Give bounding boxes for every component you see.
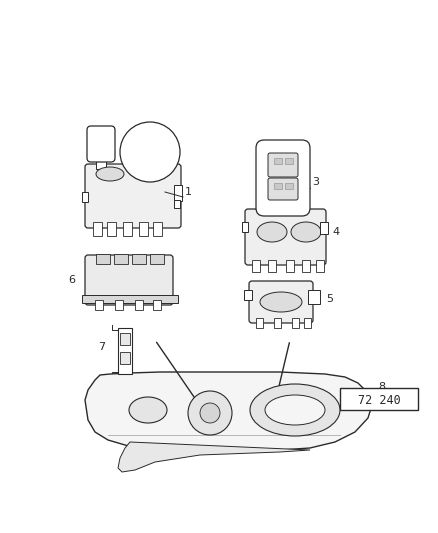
Ellipse shape	[134, 165, 166, 179]
Ellipse shape	[96, 167, 124, 181]
Bar	[252, 260, 260, 272]
Text: 4: 4	[332, 227, 339, 237]
Text: 72 240: 72 240	[357, 393, 400, 407]
Bar	[145, 182, 155, 192]
FancyBboxPatch shape	[249, 281, 313, 323]
Circle shape	[120, 122, 180, 182]
PathPatch shape	[118, 442, 310, 472]
Bar	[107, 222, 116, 236]
Ellipse shape	[257, 222, 287, 242]
Ellipse shape	[265, 395, 325, 425]
Ellipse shape	[291, 222, 321, 242]
Bar	[242, 222, 248, 232]
Bar	[256, 318, 263, 328]
FancyBboxPatch shape	[245, 209, 326, 265]
Bar	[285, 158, 293, 164]
Bar	[139, 222, 148, 236]
FancyBboxPatch shape	[268, 178, 298, 200]
Text: 3: 3	[312, 177, 319, 187]
Bar	[244, 290, 252, 300]
Bar	[114, 254, 128, 264]
Bar	[302, 260, 310, 272]
Bar	[82, 192, 88, 202]
Bar	[268, 260, 276, 272]
Ellipse shape	[260, 292, 302, 312]
Bar	[274, 318, 281, 328]
Bar	[274, 183, 282, 189]
Bar	[120, 352, 130, 364]
Bar	[286, 260, 294, 272]
Text: 8: 8	[378, 382, 385, 392]
Circle shape	[188, 391, 232, 435]
Bar	[153, 222, 162, 236]
Bar	[135, 300, 143, 310]
Bar	[120, 333, 130, 345]
Bar	[320, 222, 328, 234]
Bar	[118, 328, 132, 374]
Text: 6: 6	[68, 275, 75, 285]
Bar	[153, 300, 161, 310]
FancyBboxPatch shape	[268, 153, 298, 177]
Text: 5: 5	[326, 294, 333, 304]
Bar	[96, 254, 110, 264]
Bar	[115, 300, 123, 310]
Ellipse shape	[129, 397, 167, 423]
Bar	[316, 260, 324, 272]
Bar	[285, 183, 293, 189]
Text: 1: 1	[185, 187, 192, 197]
Ellipse shape	[250, 384, 340, 436]
Bar	[308, 290, 320, 304]
FancyBboxPatch shape	[256, 140, 310, 216]
Bar	[96, 143, 106, 169]
Bar	[95, 300, 103, 310]
Circle shape	[200, 403, 220, 423]
Bar	[132, 254, 146, 264]
Bar	[174, 185, 182, 201]
FancyBboxPatch shape	[85, 255, 173, 305]
Bar	[174, 200, 180, 208]
Bar	[340, 388, 418, 410]
Bar	[150, 254, 164, 264]
PathPatch shape	[85, 372, 372, 450]
FancyBboxPatch shape	[87, 126, 115, 162]
Text: 7: 7	[98, 342, 105, 352]
Bar	[123, 222, 132, 236]
Bar	[292, 318, 299, 328]
Bar	[274, 158, 282, 164]
Bar	[93, 222, 102, 236]
Bar	[304, 318, 311, 328]
Bar	[82, 295, 178, 303]
FancyBboxPatch shape	[85, 164, 181, 228]
